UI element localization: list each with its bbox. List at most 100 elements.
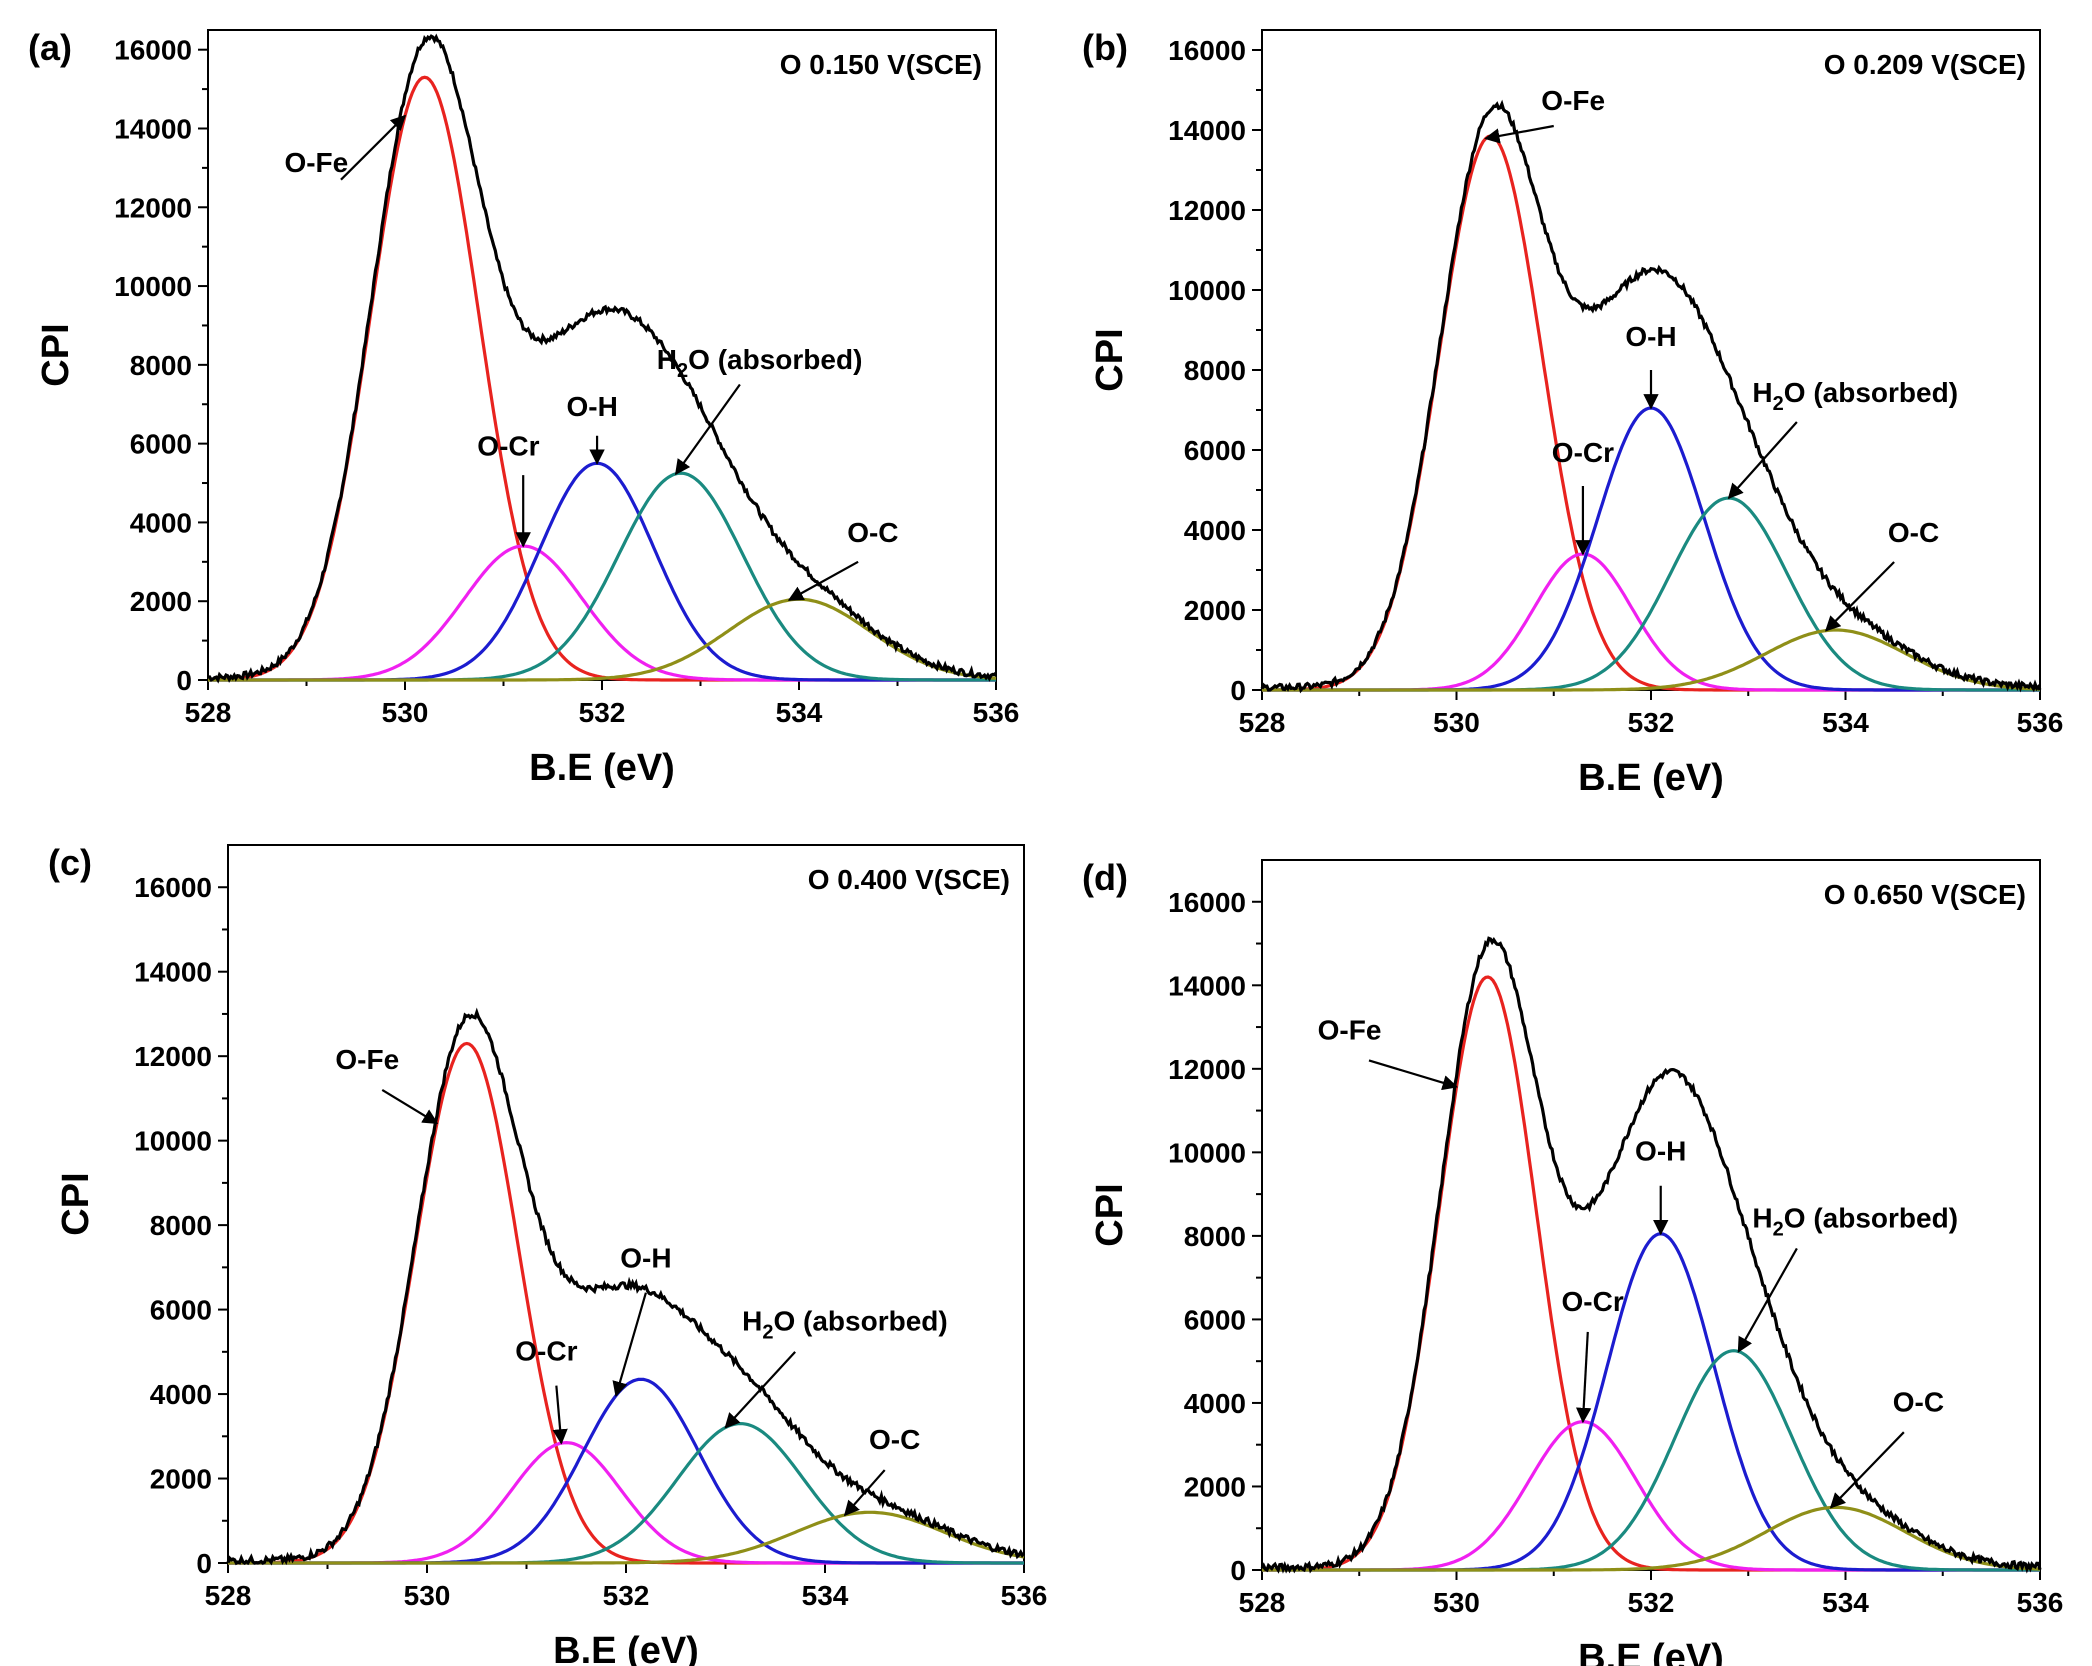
x-axis-title: B.E (eV): [1578, 1637, 1724, 1666]
annotation-arrow: [787, 560, 859, 601]
annotation-label: O-C: [847, 517, 898, 548]
annotation-arrow: [1829, 1431, 1905, 1509]
y-tick-label: 0: [1230, 675, 1246, 706]
panel-d: 528 530 532 534 536 0 2000 4000 6000 8000 10000 120…: [1082, 857, 2063, 1666]
h2o-prefix: H: [1752, 1203, 1772, 1234]
component-o-h-curve: [1262, 406, 2040, 692]
y-tick-label: 6000: [130, 429, 192, 460]
annotation-oh: O-H: [1625, 321, 1677, 410]
annotation-label: O-C: [869, 1424, 920, 1455]
h2o-prefix: H: [657, 344, 677, 375]
x-tick-label: 528: [205, 1580, 252, 1611]
annotation-ocr: O-Cr: [515, 1335, 578, 1445]
annotation-arrow: [340, 114, 407, 181]
component-o-c-curve: [1262, 1505, 2041, 1572]
h2o-subscript: 2: [1773, 1219, 1784, 1241]
h2o-suffix: O (absorbed): [773, 1306, 947, 1337]
x-tick-label: 534: [1822, 707, 1869, 738]
x-tick-label: 534: [802, 1580, 849, 1611]
annotation-label: H2O (absorbed): [657, 344, 863, 382]
annotation-ocr: O-Cr: [1562, 1286, 1624, 1424]
annotation-arrow: [1824, 561, 1895, 632]
y-tick-label: 2000: [1184, 595, 1246, 626]
component-o-cr-curve: [1262, 552, 2040, 692]
y-tick-label: 6000: [150, 1295, 212, 1326]
y-tick-label: 8000: [150, 1210, 212, 1241]
y-tick-label: 16000: [114, 35, 192, 66]
component-o-h-curve: [208, 461, 996, 682]
x-tick-label: 532: [1628, 1587, 1675, 1618]
annotation-label: O-Cr: [1552, 437, 1614, 468]
plot-frame: [1261, 29, 2041, 691]
h2o-suffix: O (absorbed): [1784, 377, 1958, 408]
y-tick-label: 6000: [1184, 1304, 1246, 1335]
y-tick-label: 4000: [130, 507, 192, 538]
annotation-label: O-C: [1893, 1386, 1944, 1417]
x-axis-title: B.E (eV): [529, 747, 675, 789]
annotation-oc: O-C: [787, 517, 899, 601]
annotation-label: O-Cr: [515, 1335, 577, 1366]
y-tick-label: 2000: [150, 1464, 212, 1495]
annotation-arrow: [552, 1385, 568, 1445]
annotation-h2o: H2O (absorbed): [1737, 1203, 1958, 1353]
h2o-prefix: H: [742, 1306, 762, 1337]
y-tick-label: 8000: [1184, 355, 1246, 386]
condition-label: O 0.400 V(SCE): [808, 864, 1010, 895]
panel-label: (c): [48, 842, 92, 883]
condition-label: O 0.209 V(SCE): [1824, 49, 2026, 80]
x-tick-label: 534: [1822, 1587, 1869, 1618]
y-axis-title: CPI: [55, 1172, 97, 1235]
y-tick-label: 8000: [1184, 1221, 1246, 1252]
h2o-subscript: 2: [677, 360, 688, 382]
x-tick-label: 536: [2017, 1587, 2064, 1618]
annotation-label: O-C: [1888, 517, 1939, 548]
annotation-oh: O-H: [612, 1242, 672, 1398]
y-tick-label: 4000: [1184, 515, 1246, 546]
annotation-label: H2O (absorbed): [1752, 377, 1958, 415]
annotation-arrow: [724, 1351, 796, 1429]
annotation-label: O-Cr: [1562, 1286, 1624, 1317]
envelope-curve: [1260, 99, 2042, 694]
x-tick-label: 536: [2017, 707, 2064, 738]
y-tick-label: 2000: [1184, 1471, 1246, 1502]
x-tick-label: 528: [185, 697, 232, 728]
y-axis-title: CPI: [35, 323, 77, 386]
annotation-label: O-Cr: [477, 430, 539, 461]
component-o-fe-curve: [1262, 975, 2040, 1572]
y-tick-label: 4000: [150, 1379, 212, 1410]
x-tick-label: 530: [1433, 1587, 1480, 1618]
y-tick-label: 14000: [1168, 115, 1246, 146]
annotation-label: O-H: [1635, 1136, 1686, 1167]
x-tick-label: 532: [1628, 707, 1675, 738]
x-tick-label: 532: [579, 697, 626, 728]
y-tick-label: 12000: [1168, 195, 1246, 226]
panel-c: 528 530 532 534 536 0 2000 4000 6000 8000 10000 120…: [48, 842, 1047, 1666]
component-o-c-curve: [1262, 628, 2040, 692]
annotation-arrow: [843, 1469, 886, 1517]
annotation-arrow: [1484, 124, 1554, 144]
annotation-arrow: [612, 1292, 647, 1398]
envelope-curve: [226, 1007, 1026, 1566]
y-tick-label: 10000: [1168, 1137, 1246, 1168]
y-tick-label: 2000: [130, 586, 192, 617]
component-h2o-curve: [208, 471, 996, 682]
y-tick-label: 10000: [114, 271, 192, 302]
annotation-label: O-H: [566, 391, 617, 422]
h2o-subscript: 2: [762, 1322, 773, 1344]
envelope-curve: [1260, 936, 2042, 1574]
annotation-label: H2O (absorbed): [1752, 1203, 1958, 1241]
panel-label: (a): [28, 27, 72, 68]
annotation-label: O-Fe: [284, 147, 348, 178]
y-axis-title: CPI: [1089, 1183, 1131, 1246]
y-tick-label: 0: [176, 665, 192, 696]
annotation-arrow: [1727, 421, 1798, 500]
annotation-arrow: [1368, 1059, 1458, 1091]
annotation-arrow: [1575, 1331, 1592, 1424]
y-tick-label: 4000: [1184, 1388, 1246, 1419]
y-tick-label: 6000: [1184, 435, 1246, 466]
annotation-label: O-H: [1625, 321, 1676, 352]
y-tick-label: 8000: [130, 350, 192, 381]
h2o-prefix: H: [1752, 377, 1772, 408]
annotation-label: O-H: [620, 1242, 671, 1273]
